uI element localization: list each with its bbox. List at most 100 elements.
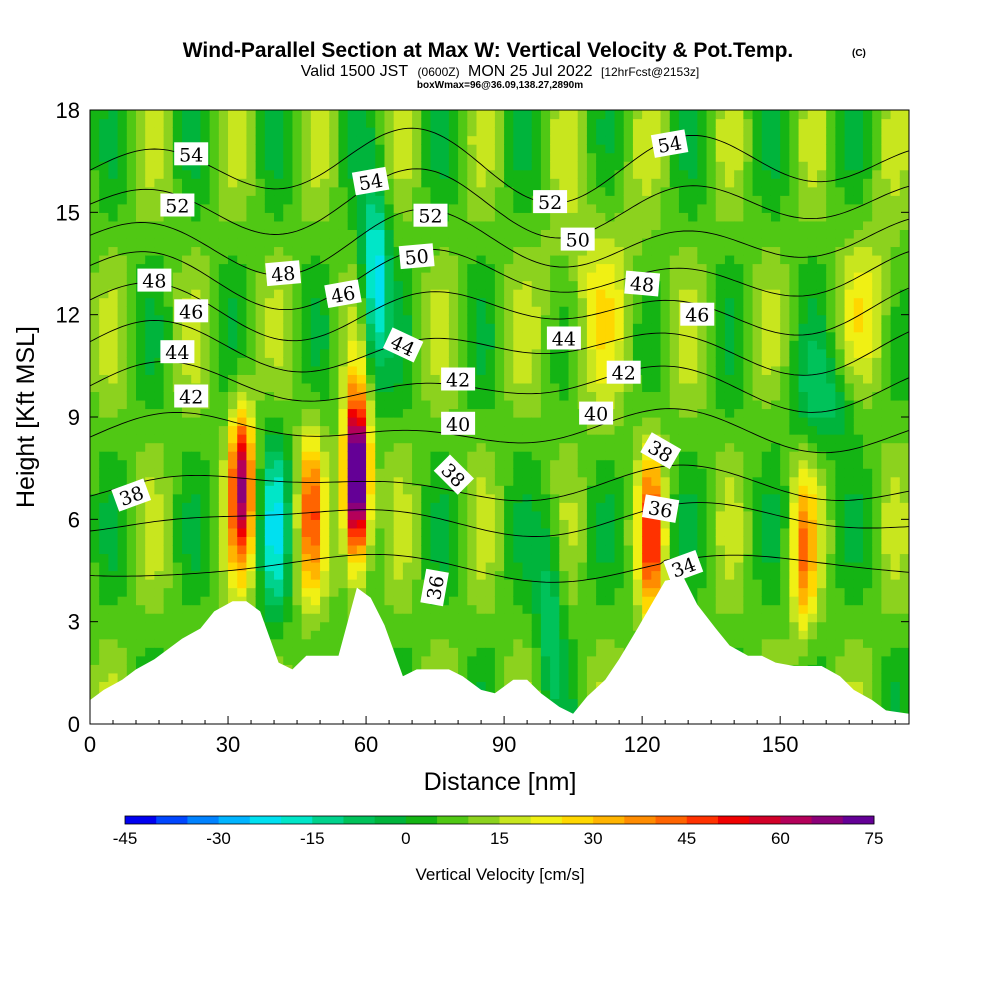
w-field-cell [586, 527, 597, 537]
w-field-cell [651, 246, 662, 256]
w-field-cell [228, 459, 238, 469]
w-field-cell [191, 596, 202, 606]
w-field-cell [550, 459, 560, 469]
w-field-cell [439, 519, 450, 529]
w-field-cell [632, 118, 643, 128]
w-field-cell [430, 152, 441, 162]
w-field-cell [329, 561, 340, 572]
w-field-cell [246, 502, 257, 512]
w-field-cell [605, 272, 616, 282]
w-field-cell [412, 178, 422, 188]
w-field-cell [329, 246, 340, 256]
w-field-cell [559, 544, 570, 555]
w-field-cell [154, 127, 165, 137]
w-field-cell [559, 306, 570, 316]
w-field-cell [218, 348, 229, 358]
w-field-cell [494, 229, 505, 239]
w-field-cell [200, 434, 211, 444]
w-field-cell [209, 570, 220, 580]
w-field-cell [485, 536, 496, 546]
w-field-cell [338, 220, 349, 230]
w-field-cell [688, 357, 698, 367]
w-field-cell [384, 476, 395, 486]
w-field-cell [522, 365, 533, 375]
w-field-cell [117, 587, 128, 597]
w-field-cell [467, 579, 478, 589]
w-field-cell [154, 178, 165, 188]
w-field-cell [550, 561, 560, 572]
w-field-cell [320, 442, 330, 452]
w-field-cell [108, 246, 119, 256]
w-field-cell [117, 272, 128, 282]
w-field-cell [283, 553, 294, 563]
w-field-cell [320, 186, 330, 196]
w-field-cell [586, 613, 597, 623]
w-field-cell [182, 570, 192, 580]
w-field-cell [90, 365, 100, 375]
w-field-cell [320, 306, 330, 316]
w-field-cell [274, 451, 284, 461]
w-field-cell [99, 237, 109, 248]
w-field-cell [145, 212, 156, 222]
w-field-cell [568, 706, 579, 717]
w-field-cell [182, 476, 192, 486]
w-field-cell [200, 468, 211, 478]
w-field-cell [136, 391, 146, 401]
w-field-cell [384, 365, 395, 375]
w-field-cell [550, 613, 560, 623]
w-field-cell [421, 476, 432, 486]
w-field-cell [577, 161, 588, 171]
w-field-cell [402, 527, 413, 537]
w-field-cell [320, 476, 330, 486]
w-field-cell [255, 306, 266, 316]
w-field-cell [494, 638, 505, 648]
w-field-cell [117, 254, 128, 265]
w-field-cell [264, 212, 275, 222]
w-field-cell [531, 417, 542, 427]
w-field-cell [632, 493, 643, 503]
w-field-cell [605, 647, 616, 657]
w-field-cell [172, 323, 183, 333]
w-field-cell [375, 485, 386, 495]
w-field-cell [366, 502, 376, 512]
w-field-cell [126, 647, 137, 657]
w-field-cell [651, 417, 662, 427]
w-field-cell [283, 596, 294, 606]
w-field-cell [310, 195, 321, 205]
w-field-cell [347, 434, 358, 444]
w-field-cell [458, 118, 468, 128]
w-field-cell [320, 127, 330, 137]
w-field-cell [577, 169, 588, 179]
w-field-cell [246, 152, 257, 162]
w-field-cell [715, 135, 726, 145]
w-field-cell [596, 493, 606, 503]
w-field-cell [623, 331, 634, 341]
w-field-cell [356, 365, 367, 375]
w-field-cell [320, 451, 330, 461]
w-field-cell [678, 527, 689, 537]
w-field-cell [237, 596, 248, 606]
w-field-cell [715, 434, 726, 444]
w-field-cell [448, 220, 459, 230]
w-field-cell [522, 229, 533, 239]
w-field-cell [255, 314, 266, 324]
w-field-cell [467, 186, 478, 196]
w-field-cell [439, 195, 450, 205]
w-field-cell [375, 348, 386, 358]
w-field-cell [108, 340, 119, 350]
w-field-cell [485, 391, 496, 401]
w-field-cell [255, 237, 266, 248]
w-field-cell [402, 655, 413, 665]
w-field-cell [366, 229, 376, 239]
w-field-cell [375, 357, 386, 367]
w-field-cell [494, 306, 505, 316]
w-field-cell [301, 203, 312, 213]
w-field-cell [430, 127, 441, 137]
w-field-cell [402, 510, 413, 520]
w-field-cell [476, 638, 487, 648]
w-field-cell [145, 118, 156, 128]
w-field-cell [338, 314, 349, 324]
w-field-cell [540, 647, 551, 657]
w-field-cell [274, 135, 284, 145]
w-field-cell [99, 195, 109, 205]
